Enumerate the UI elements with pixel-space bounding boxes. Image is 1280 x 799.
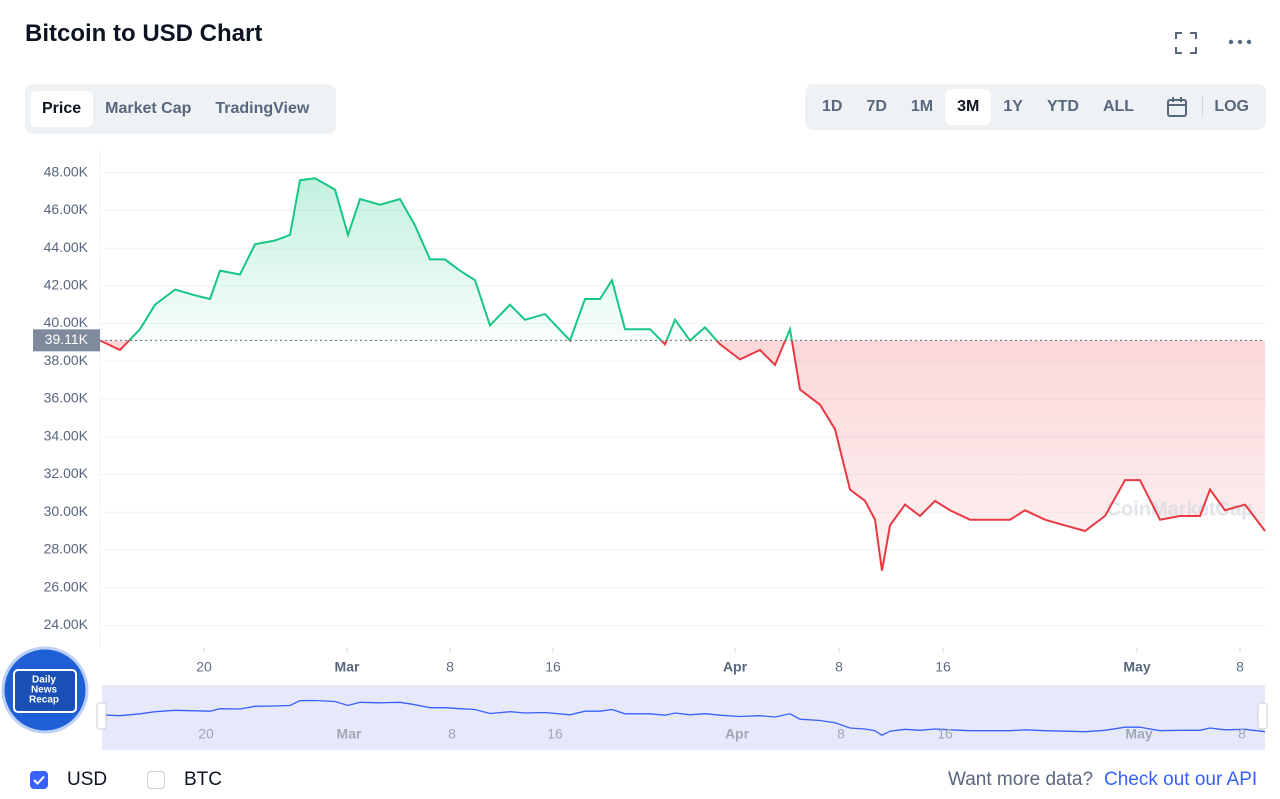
currency-label: BTC	[184, 769, 222, 790]
api-prompt: Want more data?	[948, 769, 1094, 790]
badge-text: Daily	[32, 675, 56, 686]
range-button[interactable]: ALL	[1102, 98, 1135, 115]
badge-text: News	[31, 685, 58, 696]
y-tick-label: 38.00K	[44, 352, 89, 368]
navigator-handle[interactable]	[1257, 702, 1268, 730]
checkbox-checked[interactable]	[30, 771, 48, 789]
y-tick-label: 40.00K	[44, 314, 89, 330]
navigator-tick-label: 16	[547, 726, 563, 742]
range-button[interactable]: YTD	[1046, 98, 1079, 115]
y-tick-label: 44.00K	[44, 239, 89, 255]
currency-label: USD	[67, 769, 108, 790]
x-tick-label: 20	[196, 659, 212, 675]
y-tick-label: 32.00K	[44, 465, 89, 481]
navigator-handle[interactable]	[96, 702, 107, 730]
tab[interactable]: TradingView	[215, 100, 310, 117]
navigator-tick-label: Apr	[725, 726, 750, 742]
y-tick-label: 42.00K	[44, 277, 89, 293]
range-button[interactable]: 3M	[945, 89, 992, 125]
range-button[interactable]: 7D	[866, 98, 887, 115]
y-tick-label: 48.00K	[44, 163, 89, 179]
navigator-tick-label: May	[1125, 726, 1152, 742]
x-tick-label: May	[1123, 659, 1150, 675]
x-tick-label: 16	[545, 659, 561, 675]
y-tick-label: 26.00K	[44, 578, 89, 594]
x-tick-label: 8	[835, 659, 843, 675]
range-group: 1D 7D 1M 3M 1Y YTD ALL LOG	[805, 84, 1266, 130]
range-button[interactable]: 1D	[822, 98, 843, 115]
navigator-tick-label: 16	[937, 726, 953, 742]
calendar-icon[interactable]	[1146, 96, 1202, 118]
navigator-tick-label: 20	[198, 726, 214, 742]
api-link[interactable]: Check out our API	[1104, 769, 1258, 790]
navigator-tick-label: 8	[837, 726, 845, 742]
y-tick-label: 24.00K	[44, 616, 89, 632]
reference-badge	[33, 329, 100, 352]
y-tick-label: 28.00K	[44, 541, 89, 557]
x-tick-label: 8	[1236, 659, 1244, 675]
x-tick-label: Mar	[335, 659, 360, 675]
x-tick-label: 8	[446, 659, 454, 675]
title: Bitcoin to USD Chart	[25, 20, 263, 47]
price-line	[99, 177, 1266, 571]
more-icon[interactable]	[1228, 38, 1252, 46]
tab[interactable]: Market Cap	[105, 100, 192, 117]
log-button[interactable]: LOG	[1214, 98, 1249, 115]
watermark: CoinMarketCap	[1107, 498, 1254, 520]
fullscreen-icon[interactable]	[1175, 32, 1197, 54]
navigator-line	[99, 699, 1266, 736]
price-area	[100, 178, 1265, 571]
y-tick-label: 36.00K	[44, 390, 89, 406]
navigator-bg	[102, 685, 1265, 750]
checkbox[interactable]	[147, 771, 165, 789]
navigator-tick-label: Mar	[337, 726, 362, 742]
y-tick-label: 34.00K	[44, 427, 89, 443]
range-button[interactable]: 1M	[910, 98, 934, 115]
x-tick-label: Apr	[723, 659, 748, 675]
badge-frame	[13, 669, 77, 713]
tab-group: Price Market Cap TradingView	[25, 84, 336, 134]
navigator-tick-label: 8	[448, 726, 456, 742]
range-button[interactable]: 1Y	[1003, 98, 1023, 115]
tab[interactable]: Price	[30, 91, 94, 127]
y-tick-label: 46.00K	[44, 201, 89, 217]
y-tick-label: 30.00K	[44, 503, 89, 519]
reference-label: 39.11K	[45, 331, 89, 347]
x-tick-label: 16	[935, 659, 951, 675]
badge-text: Recap	[29, 695, 59, 706]
navigator-tick-label: 8	[1238, 726, 1246, 742]
